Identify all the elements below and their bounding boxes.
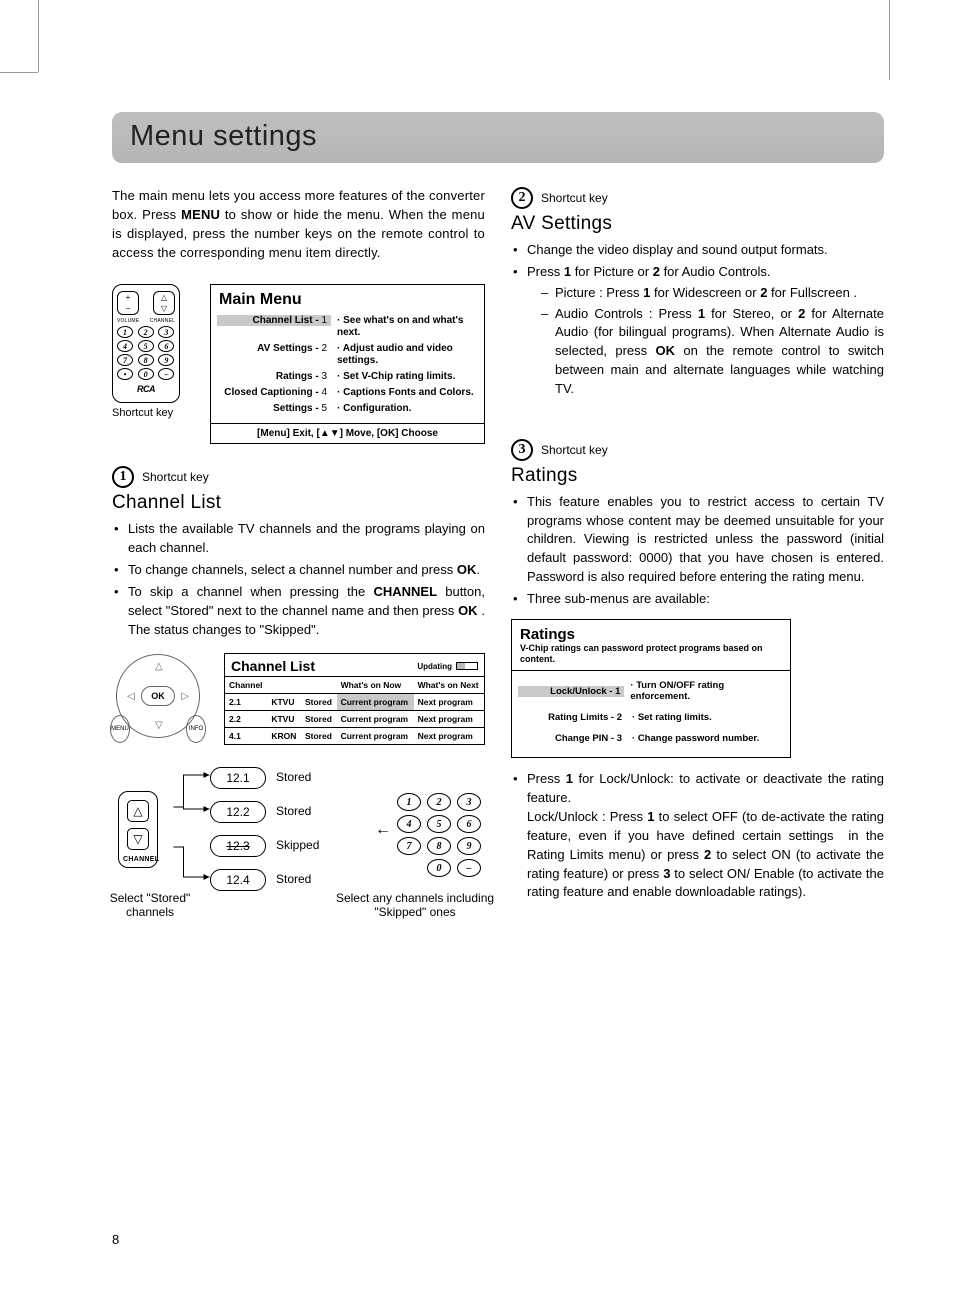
main-menu-row: Ratings - 3Set V-Chip rating limits. [217, 369, 478, 385]
table-row: 2.1KTVUStoredCurrent programNext program [225, 694, 484, 711]
skip-channel: 12.4 [210, 869, 266, 891]
keypad-key: 9 [457, 837, 481, 855]
table-row: 4.1KRONStoredCurrent programNext program [225, 728, 484, 745]
list-item: This feature enables you to restrict acc… [511, 493, 884, 587]
keypad-key: 6 [457, 815, 481, 833]
skip-channel: 12.2 [210, 801, 266, 823]
keypad-key: 5 [427, 815, 451, 833]
ratings-bottom-bullets: Press 1 for Lock/Unlock: to activate or … [511, 770, 884, 902]
main-menu-title: Main Menu [211, 285, 484, 313]
remote-key: 5 [138, 340, 154, 352]
keypad: 123 456 7890– [397, 793, 481, 877]
skip-status: Stored [276, 804, 311, 818]
skip-status: Stored [276, 872, 311, 886]
skip-status: Skipped [276, 838, 319, 852]
main-menu-row: Channel List - 1See what's on and what's… [217, 313, 478, 341]
ratings-row: Lock/Unlock - 1Turn ON/OFF rating enforc… [518, 675, 784, 707]
main-menu-row: Closed Captioning - 4Captions Fonts and … [217, 385, 478, 401]
circled-2: 2 [511, 187, 533, 209]
ratings-row: Change PIN - 3Change password number. [518, 728, 784, 749]
main-menu-footer: [Menu] Exit, [▲▼] Move, [OK] Choose [211, 423, 484, 443]
keypad-key: 3 [457, 793, 481, 811]
remote-key: 7 [117, 354, 133, 366]
table-row: 2.2KTVUStoredCurrent programNext program [225, 711, 484, 728]
remote-key: 9 [158, 354, 174, 366]
intro-text: The main menu lets you access more featu… [112, 187, 485, 262]
remote-key: • [117, 368, 133, 380]
list-item: To skip a channel when pressing the CHAN… [112, 583, 485, 640]
page-title: Menu settings [130, 120, 866, 153]
remote-key: 6 [158, 340, 174, 352]
list-item: Audio Controls : Press 1 for Stereo, or … [541, 305, 884, 399]
keypad-key: – [457, 859, 481, 877]
page-number: 8 [112, 1232, 119, 1247]
list-item: To change channels, select a channel num… [112, 561, 485, 580]
channel-list-heading: Channel List [112, 492, 485, 514]
ok-button: OK [141, 686, 175, 706]
remote-key: 1 [117, 326, 133, 338]
shortcut-label: Shortcut key [142, 470, 209, 484]
circled-1: 1 [112, 466, 134, 488]
av-settings-heading: AV Settings [511, 213, 884, 235]
list-item: Three sub-menus are available: [511, 590, 884, 609]
list-item: Lists the available TV channels and the … [112, 520, 485, 558]
skip-diagram: △ ▽ CHANNEL 12.1 Stored 12.2 Stored 12.3 Skip… [112, 767, 485, 947]
ratings-box: Ratings V-Chip ratings can password prot… [511, 619, 791, 759]
keypad-key: 0 [427, 859, 451, 877]
main-menu-row: Settings - 5Configuration. [217, 401, 478, 417]
skip-right-caption: Select any channels including "Skipped" … [335, 891, 495, 919]
remote-key: 2 [138, 326, 154, 338]
page-title-bar: Menu settings [112, 112, 884, 163]
remote-mini: +− △▽ VOLUMECHANNEL 123456789•0– RCA [112, 284, 180, 403]
list-item: Press 1 for Picture or 2 for Audio Contr… [511, 263, 884, 399]
skip-left-caption: Select "Stored" channels [100, 891, 200, 919]
list-item: Picture : Press 1 for Widescreen or 2 fo… [541, 284, 884, 303]
remote-key: 0 [138, 368, 154, 380]
keypad-key: 1 [397, 793, 421, 811]
main-menu-row: AV Settings - 2Adjust audio and video se… [217, 341, 478, 369]
remote-key: 4 [117, 340, 133, 352]
cl-title: Channel List [231, 658, 315, 674]
keypad-key: 8 [427, 837, 451, 855]
main-menu-box: Main Menu Channel List - 1See what's on … [210, 284, 485, 444]
remote-key: 8 [138, 354, 154, 366]
skip-channel: 12.1 [210, 767, 266, 789]
channel-list-box: Channel List Updating ChannelWhat's on N… [224, 653, 485, 745]
shortcut-caption: Shortcut key [112, 407, 180, 419]
remote-key: 3 [158, 326, 174, 338]
figure-channel-list: △ ▽ ◁ ▷ OK MENU INFO Channel List Updati… [112, 653, 485, 745]
list-item: Change the video display and sound outpu… [511, 241, 884, 260]
av-bullets: Change the video display and sound outpu… [511, 241, 884, 399]
ratings-row: Rating Limits - 2Set rating limits. [518, 707, 784, 728]
circled-3: 3 [511, 439, 533, 461]
skip-channel: 12.3 [210, 835, 266, 857]
keypad-key: 7 [397, 837, 421, 855]
brand-label: RCA [117, 384, 175, 394]
nav-remote: △ ▽ ◁ ▷ OK MENU INFO [112, 653, 204, 739]
keypad-key: 2 [427, 793, 451, 811]
skip-status: Stored [276, 770, 311, 784]
ratings-heading: Ratings [511, 465, 884, 487]
channel-list-bullets: Lists the available TV channels and the … [112, 520, 485, 639]
list-item: Press 1 for Lock/Unlock: to activate or … [511, 770, 884, 902]
figure-main-menu: +− △▽ VOLUMECHANNEL 123456789•0– RCA Sho… [112, 284, 485, 444]
keypad-key: 4 [397, 815, 421, 833]
remote-key: – [158, 368, 174, 380]
channel-remote: △ ▽ CHANNEL [118, 791, 158, 868]
ratings-top-bullets: This feature enables you to restrict acc… [511, 493, 884, 609]
